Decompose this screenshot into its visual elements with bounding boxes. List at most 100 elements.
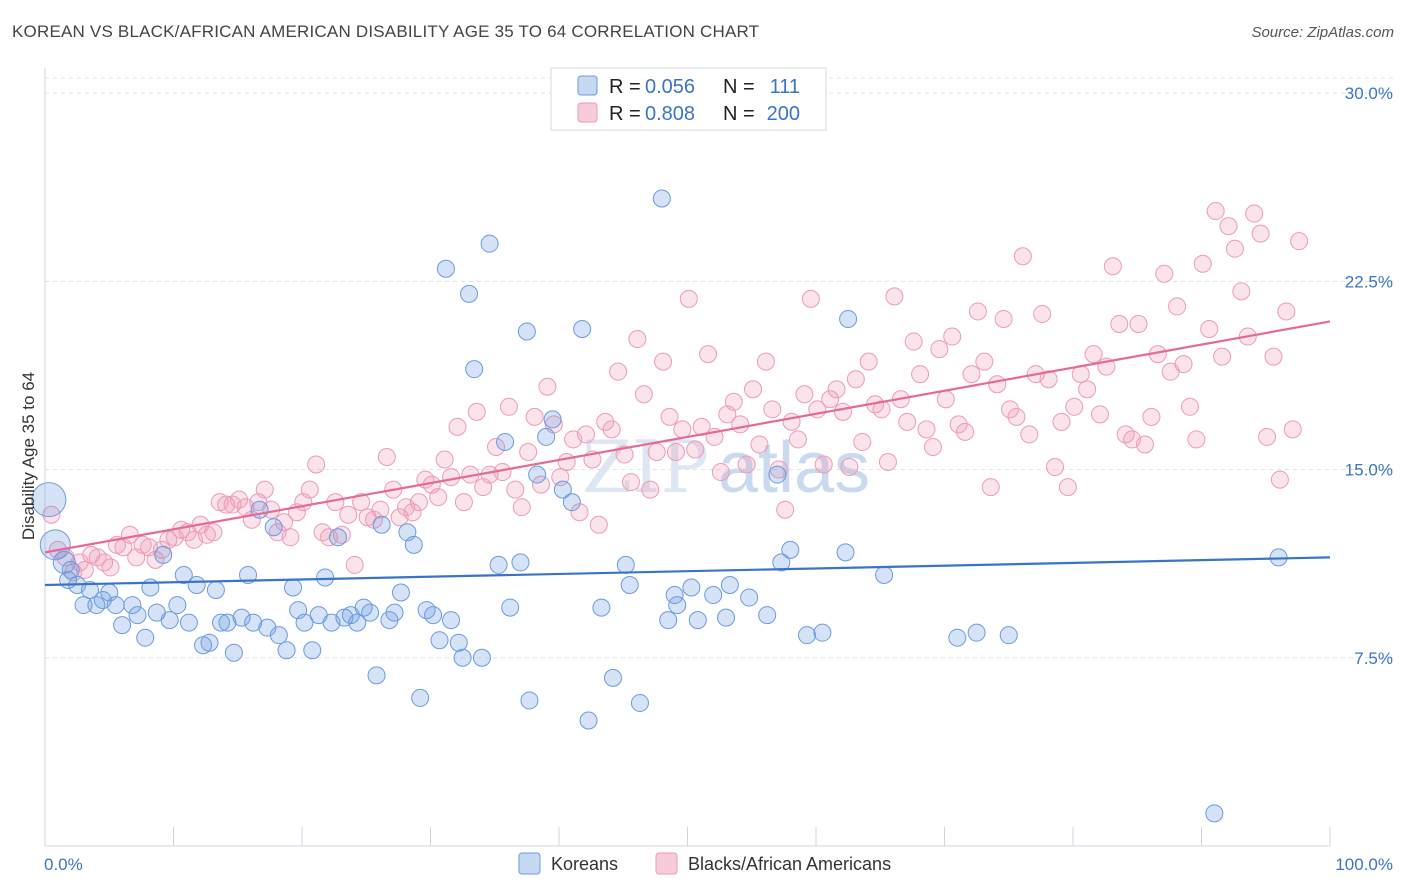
black-point (1168, 297, 1187, 316)
black-point (1251, 224, 1270, 243)
korean-point (758, 606, 777, 625)
y-tick-label: 22.5% (1345, 272, 1393, 291)
korean-point (528, 465, 547, 484)
black-point (994, 309, 1013, 328)
black-point (75, 560, 94, 579)
black-point (872, 400, 891, 419)
korean-point (244, 613, 263, 632)
black-point (467, 402, 486, 421)
korean-point (174, 565, 193, 584)
black-point (782, 412, 801, 431)
korean-point (123, 596, 142, 615)
legend-r-value-black: 0.808 (645, 103, 695, 125)
black-point (371, 500, 390, 519)
black-point (756, 352, 775, 371)
black-points (42, 202, 1309, 582)
y-tick-label: 30.0% (1345, 84, 1393, 103)
series-legend-label-black: Blacks/African Americans (688, 854, 891, 874)
korean-point (520, 691, 539, 710)
black-point (255, 480, 274, 499)
black-point (679, 289, 698, 308)
black-point (532, 475, 551, 494)
black-point (988, 375, 1007, 394)
legend-r-label-korean: R = (609, 76, 641, 98)
black-point (275, 513, 294, 532)
black-point (763, 400, 782, 419)
black-point (557, 453, 576, 472)
x-tick-label-min: 0.0% (44, 855, 83, 874)
korean-point (168, 596, 187, 615)
black-point (307, 455, 326, 474)
black-point (435, 450, 454, 469)
korean-point (106, 596, 125, 615)
korean-point (187, 575, 206, 594)
black-point (821, 390, 840, 409)
black-point (737, 455, 756, 474)
series-legend-swatch-korean (518, 852, 541, 875)
korean-trend-line (44, 556, 1331, 587)
korean-point (218, 613, 237, 632)
black-point (602, 420, 621, 439)
black-point (943, 327, 962, 346)
black-point (647, 442, 666, 461)
black-point (711, 463, 730, 482)
korean-point (1205, 804, 1224, 823)
korean-point (813, 623, 832, 642)
black-point (1001, 400, 1020, 419)
black-point (621, 473, 640, 492)
black-point (1200, 320, 1219, 339)
black-point (1283, 420, 1302, 439)
korean-point (616, 555, 635, 574)
black-point (519, 442, 538, 461)
series-legend-swatch-black (655, 852, 678, 875)
y-tick-label: 7.5% (1354, 649, 1393, 668)
korean-point (668, 596, 687, 615)
black-trend-line (44, 320, 1331, 554)
korean-point (704, 586, 723, 605)
black-point (609, 362, 628, 381)
black-point (377, 448, 396, 466)
black-point (1058, 478, 1077, 497)
black-point (1219, 217, 1238, 236)
korean-point (620, 575, 639, 594)
korean-point (404, 535, 423, 554)
black-point (1090, 405, 1109, 424)
korean-point (224, 643, 243, 662)
black-point (352, 493, 371, 512)
black-point (1020, 425, 1039, 444)
black-point (878, 453, 897, 472)
black-point (499, 397, 518, 416)
black-point (1065, 397, 1084, 416)
korean-point (537, 427, 556, 446)
stats-legend: R = 0.056 N = 111 R = 0.808 N = 200 (550, 67, 827, 131)
korean-point (128, 606, 147, 625)
black-point (506, 480, 525, 499)
black-point (1046, 458, 1065, 477)
black-point (744, 380, 763, 399)
black-point (904, 332, 923, 351)
korean-point (517, 322, 536, 341)
black-point (1135, 435, 1154, 454)
black-point (1258, 427, 1277, 446)
korean-point (489, 555, 508, 574)
black-point (1155, 264, 1174, 283)
black-point (936, 390, 955, 409)
legend-n-value-black: 200 (767, 103, 800, 125)
black-point (846, 370, 865, 389)
korean-point (603, 668, 622, 687)
korean-point (630, 693, 649, 712)
black-point (1206, 202, 1225, 221)
black-point (339, 505, 358, 524)
korean-point (430, 631, 449, 650)
black-point (975, 352, 994, 371)
korean-point (465, 360, 484, 379)
black-point (403, 503, 422, 522)
korean-point (361, 603, 380, 622)
korean-point (328, 528, 347, 547)
black-point (1103, 257, 1122, 276)
black-point (448, 417, 467, 436)
black-point (962, 365, 981, 384)
korean-point (472, 648, 491, 667)
black-point (512, 498, 531, 517)
